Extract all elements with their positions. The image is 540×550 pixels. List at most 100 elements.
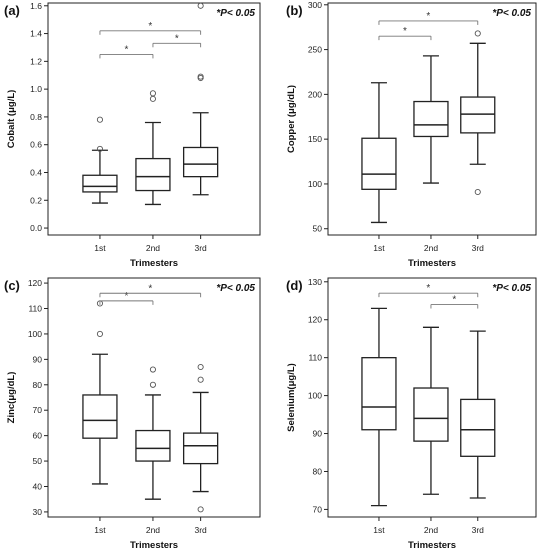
panel-label: (d) bbox=[286, 278, 303, 293]
box-iqr bbox=[361, 137, 397, 190]
box-iqr bbox=[413, 387, 449, 442]
box-2nd bbox=[413, 55, 449, 184]
y-tick-label: 40 bbox=[33, 481, 43, 491]
y-tick-label: 0.0 bbox=[30, 223, 42, 233]
significance-star: * bbox=[452, 295, 456, 306]
panel-label: (b) bbox=[286, 3, 303, 18]
x-axis-title: Trimesters bbox=[408, 258, 456, 269]
y-tick-label: 80 bbox=[33, 380, 43, 390]
panel-c: (c) *P< 0.05 30 40 50 60 70 80 90 100 110 120 Zinc(μ… bbox=[4, 277, 261, 550]
x-tick-label: 3rd bbox=[194, 525, 207, 535]
outlier-point bbox=[149, 95, 156, 102]
y-tick-label: 90 bbox=[33, 354, 43, 364]
significance-star: * bbox=[426, 11, 430, 22]
significance-note: *P< 0.05 bbox=[216, 283, 255, 294]
outlier-point bbox=[197, 2, 204, 9]
significance-note: *P< 0.05 bbox=[492, 283, 531, 294]
y-tick-label: 0.4 bbox=[30, 167, 42, 177]
outlier-point bbox=[149, 90, 156, 97]
box-3rd bbox=[460, 330, 496, 499]
y-tick-label: 60 bbox=[33, 431, 43, 441]
significance-star: * bbox=[124, 291, 128, 302]
box-1st bbox=[82, 300, 118, 485]
outlier-point bbox=[96, 145, 103, 152]
x-axis-title: Trimesters bbox=[408, 540, 456, 550]
significance-star: * bbox=[124, 44, 128, 55]
y-tick-label: 100 bbox=[308, 179, 322, 189]
y-axis-title: Selenium(μg/L) bbox=[286, 363, 297, 432]
significance-bracket: * bbox=[378, 26, 432, 41]
box-iqr bbox=[413, 100, 449, 138]
x-tick-label: 2nd bbox=[146, 243, 160, 253]
y-axis-title: Cobalt (μg/L) bbox=[6, 90, 17, 149]
y-tick-label: 150 bbox=[308, 134, 322, 144]
x-tick-label: 3rd bbox=[472, 243, 485, 253]
box-iqr bbox=[182, 432, 219, 465]
panel-a: (a) *P< 0.05 0.0 0.2 0.4 0.6 0.8 1.0 1.2 1.4 1.6 Co… bbox=[4, 1, 261, 269]
x-tick-label: 3rd bbox=[472, 525, 485, 535]
box-3rd bbox=[182, 363, 219, 513]
y-tick-label: 130 bbox=[308, 277, 322, 287]
y-tick-label: 100 bbox=[308, 391, 322, 401]
outlier-point bbox=[96, 330, 103, 337]
box-1st bbox=[361, 307, 397, 507]
panel-d: (d) *P< 0.05 70 80 90 100 110 120 130 Selenium(μg… bbox=[286, 277, 537, 550]
y-tick-label: 50 bbox=[33, 456, 43, 466]
y-tick-label: 0.6 bbox=[30, 140, 42, 150]
box-iqr bbox=[460, 96, 496, 134]
plot-frame bbox=[47, 2, 261, 236]
y-tick-label: 1.6 bbox=[30, 1, 42, 11]
significance-bracket: * bbox=[99, 283, 202, 298]
panel-label: (a) bbox=[4, 3, 20, 18]
y-tick-label: 50 bbox=[313, 224, 323, 234]
plot-frame bbox=[327, 277, 537, 518]
box-3rd bbox=[460, 30, 496, 196]
significance-bracket: * bbox=[378, 283, 479, 298]
x-tick-label: 1st bbox=[373, 525, 385, 535]
box-2nd bbox=[413, 326, 449, 495]
x-tick-label: 3rd bbox=[194, 243, 207, 253]
y-tick-label: 120 bbox=[28, 278, 42, 288]
y-axis-title: Zinc(μg/dL) bbox=[6, 372, 17, 424]
y-tick-label: 70 bbox=[33, 405, 43, 415]
y-tick-label: 30 bbox=[33, 507, 43, 517]
box-iqr bbox=[82, 174, 118, 193]
panel-b: (b) *P< 0.05 50 100 150 200 250 300 Copper (μg/d… bbox=[286, 0, 537, 269]
significance-star: * bbox=[175, 33, 179, 44]
outlier-point bbox=[474, 188, 481, 196]
box-iqr bbox=[182, 146, 219, 178]
y-tick-label: 100 bbox=[28, 329, 42, 339]
significance-bracket: * bbox=[99, 44, 154, 59]
outlier-point bbox=[474, 30, 481, 37]
y-tick-label: 110 bbox=[308, 353, 322, 363]
outlier-point bbox=[197, 506, 204, 513]
significance-bracket: * bbox=[99, 21, 202, 35]
box-iqr bbox=[135, 429, 171, 462]
x-axis-title: Trimesters bbox=[130, 540, 178, 550]
significance-note: *P< 0.05 bbox=[492, 8, 531, 19]
box-2nd bbox=[135, 90, 171, 206]
y-tick-label: 250 bbox=[308, 45, 322, 55]
box-1st bbox=[361, 82, 397, 224]
y-tick-label: 0.8 bbox=[30, 112, 42, 122]
outlier-point bbox=[197, 73, 204, 80]
significance-star: * bbox=[148, 283, 152, 294]
outlier-point bbox=[149, 366, 156, 373]
x-tick-label: 1st bbox=[94, 243, 106, 253]
panel-label: (c) bbox=[4, 278, 20, 293]
significance-star: * bbox=[426, 283, 430, 294]
x-tick-label: 2nd bbox=[424, 243, 438, 253]
x-tick-label: 1st bbox=[373, 243, 385, 253]
outlier-point bbox=[197, 376, 204, 383]
x-axis-title: Trimesters bbox=[130, 258, 178, 269]
box-iqr bbox=[135, 157, 171, 192]
significance-bracket: * bbox=[430, 295, 479, 309]
y-tick-label: 110 bbox=[28, 304, 42, 314]
outlier-point bbox=[197, 363, 204, 371]
x-tick-label: 1st bbox=[94, 525, 106, 535]
box-1st bbox=[82, 116, 118, 204]
y-tick-label: 1.0 bbox=[30, 84, 42, 94]
box-iqr bbox=[361, 357, 397, 431]
y-tick-label: 80 bbox=[313, 466, 323, 476]
